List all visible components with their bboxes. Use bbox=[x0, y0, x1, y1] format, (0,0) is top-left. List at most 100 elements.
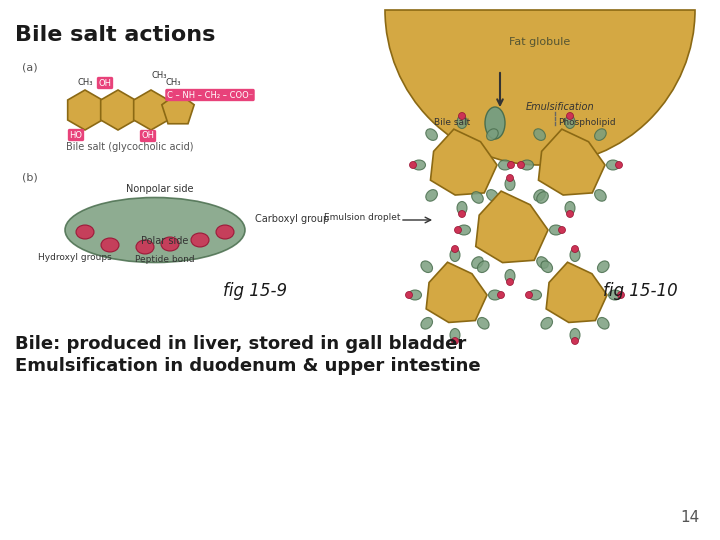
Ellipse shape bbox=[65, 198, 245, 262]
Ellipse shape bbox=[191, 233, 209, 247]
Ellipse shape bbox=[161, 237, 179, 251]
Text: Polar side: Polar side bbox=[141, 236, 189, 246]
Text: Carboxyl group: Carboxyl group bbox=[255, 214, 329, 224]
Ellipse shape bbox=[572, 246, 578, 253]
Ellipse shape bbox=[616, 161, 623, 168]
Ellipse shape bbox=[565, 116, 575, 129]
Ellipse shape bbox=[598, 261, 609, 273]
Polygon shape bbox=[431, 129, 497, 195]
Ellipse shape bbox=[405, 292, 413, 299]
Ellipse shape bbox=[570, 328, 580, 341]
Text: Fat globule: Fat globule bbox=[509, 37, 571, 47]
Ellipse shape bbox=[498, 160, 511, 170]
Ellipse shape bbox=[534, 190, 545, 201]
Ellipse shape bbox=[459, 211, 466, 218]
Text: CH₃: CH₃ bbox=[166, 78, 181, 87]
Ellipse shape bbox=[487, 129, 498, 140]
Ellipse shape bbox=[457, 201, 467, 214]
Text: 14: 14 bbox=[680, 510, 700, 525]
Ellipse shape bbox=[472, 256, 483, 268]
Polygon shape bbox=[539, 129, 605, 195]
Ellipse shape bbox=[506, 174, 513, 181]
Ellipse shape bbox=[618, 292, 624, 299]
Polygon shape bbox=[426, 262, 487, 322]
Ellipse shape bbox=[505, 269, 515, 282]
Ellipse shape bbox=[454, 226, 462, 233]
Ellipse shape bbox=[606, 160, 619, 170]
Ellipse shape bbox=[559, 226, 565, 233]
Text: CH₃: CH₃ bbox=[152, 71, 168, 80]
Ellipse shape bbox=[426, 190, 437, 201]
Ellipse shape bbox=[472, 192, 483, 203]
Text: fig 15-9: fig 15-9 bbox=[223, 282, 287, 300]
Ellipse shape bbox=[549, 225, 562, 235]
Text: (a): (a) bbox=[22, 62, 37, 72]
Polygon shape bbox=[68, 90, 102, 130]
Text: CH₃: CH₃ bbox=[78, 78, 94, 87]
Text: C – NH – CH₂ – COO⁻: C – NH – CH₂ – COO⁻ bbox=[167, 91, 253, 99]
Text: fig 15-10: fig 15-10 bbox=[603, 282, 678, 300]
Ellipse shape bbox=[459, 112, 466, 119]
Ellipse shape bbox=[518, 161, 524, 168]
Ellipse shape bbox=[457, 225, 470, 235]
Ellipse shape bbox=[498, 292, 505, 299]
Ellipse shape bbox=[598, 318, 609, 329]
Text: Hydroxyl groups: Hydroxyl groups bbox=[38, 253, 112, 262]
Ellipse shape bbox=[506, 279, 513, 286]
Ellipse shape bbox=[595, 190, 606, 201]
Ellipse shape bbox=[487, 190, 498, 201]
Text: Emulsion droplet: Emulsion droplet bbox=[323, 213, 400, 222]
Polygon shape bbox=[476, 191, 548, 262]
Ellipse shape bbox=[534, 129, 545, 140]
Ellipse shape bbox=[508, 161, 515, 168]
Text: Emulsification: Emulsification bbox=[526, 102, 594, 112]
Ellipse shape bbox=[541, 261, 552, 273]
Ellipse shape bbox=[565, 201, 575, 214]
Ellipse shape bbox=[477, 261, 489, 273]
Polygon shape bbox=[134, 90, 168, 130]
Ellipse shape bbox=[570, 248, 580, 261]
Polygon shape bbox=[546, 262, 607, 322]
Ellipse shape bbox=[450, 248, 460, 261]
Ellipse shape bbox=[536, 256, 549, 268]
Polygon shape bbox=[162, 93, 194, 124]
Ellipse shape bbox=[488, 290, 502, 300]
Ellipse shape bbox=[76, 225, 94, 239]
Ellipse shape bbox=[567, 211, 574, 218]
Ellipse shape bbox=[485, 107, 505, 139]
Ellipse shape bbox=[426, 129, 437, 140]
Text: Bile salt actions: Bile salt actions bbox=[15, 25, 215, 45]
Polygon shape bbox=[101, 90, 135, 130]
Ellipse shape bbox=[457, 116, 467, 129]
Text: HO: HO bbox=[70, 131, 83, 139]
Ellipse shape bbox=[421, 318, 433, 329]
Text: OH: OH bbox=[142, 132, 155, 140]
Ellipse shape bbox=[536, 192, 549, 203]
Ellipse shape bbox=[528, 290, 541, 300]
Ellipse shape bbox=[541, 318, 552, 329]
Ellipse shape bbox=[567, 112, 574, 119]
Ellipse shape bbox=[477, 318, 489, 329]
Ellipse shape bbox=[413, 160, 426, 170]
Text: Emulsification in duodenum & upper intestine: Emulsification in duodenum & upper intes… bbox=[15, 357, 481, 375]
Ellipse shape bbox=[410, 161, 416, 168]
Text: Peptide bond: Peptide bond bbox=[135, 255, 195, 264]
Text: OH: OH bbox=[99, 78, 112, 87]
Ellipse shape bbox=[101, 238, 119, 252]
Ellipse shape bbox=[595, 129, 606, 140]
Text: Bile salt (glycocholic acid): Bile salt (glycocholic acid) bbox=[66, 142, 194, 152]
Ellipse shape bbox=[136, 240, 154, 254]
Ellipse shape bbox=[505, 178, 515, 191]
Ellipse shape bbox=[450, 328, 460, 341]
Text: Nonpolar side: Nonpolar side bbox=[126, 184, 194, 194]
Text: Phospholipid: Phospholipid bbox=[558, 118, 616, 127]
Ellipse shape bbox=[216, 225, 234, 239]
Ellipse shape bbox=[526, 292, 533, 299]
Ellipse shape bbox=[608, 290, 621, 300]
Text: (b): (b) bbox=[22, 172, 37, 182]
Ellipse shape bbox=[521, 160, 534, 170]
Ellipse shape bbox=[451, 246, 459, 253]
Wedge shape bbox=[385, 10, 695, 165]
Ellipse shape bbox=[451, 338, 459, 345]
Ellipse shape bbox=[408, 290, 421, 300]
